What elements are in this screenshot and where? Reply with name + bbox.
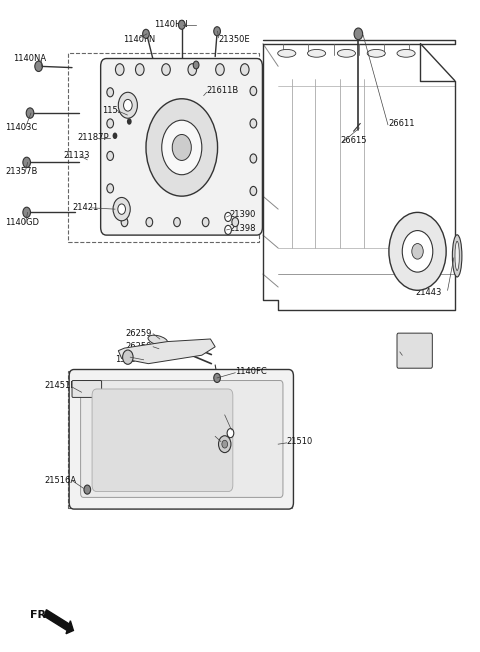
Circle shape <box>202 218 209 227</box>
Circle shape <box>121 218 128 227</box>
Ellipse shape <box>455 241 459 271</box>
Circle shape <box>232 218 239 227</box>
Text: 1140FC: 1140FC <box>235 367 267 376</box>
Ellipse shape <box>397 50 415 57</box>
Circle shape <box>118 204 125 215</box>
Circle shape <box>218 436 231 452</box>
Circle shape <box>214 27 220 36</box>
Circle shape <box>412 244 423 259</box>
Circle shape <box>216 64 224 76</box>
Circle shape <box>193 61 199 69</box>
Bar <box>68 53 259 242</box>
Circle shape <box>116 64 124 76</box>
Text: 21611B: 21611B <box>206 87 239 95</box>
Text: 21513A: 21513A <box>225 409 257 418</box>
Circle shape <box>107 184 114 193</box>
Text: 1152AA: 1152AA <box>102 106 134 115</box>
Text: 21187P: 21187P <box>78 133 109 142</box>
Text: 21350E: 21350E <box>218 35 250 44</box>
FancyBboxPatch shape <box>92 389 233 492</box>
Circle shape <box>122 350 133 364</box>
FancyBboxPatch shape <box>69 370 293 509</box>
Circle shape <box>174 218 180 227</box>
Circle shape <box>107 119 114 128</box>
Text: 21451B: 21451B <box>44 381 76 391</box>
Text: 21510: 21510 <box>287 437 313 446</box>
Circle shape <box>146 218 153 227</box>
Bar <box>68 372 292 508</box>
Text: 21512: 21512 <box>214 432 240 441</box>
Circle shape <box>188 64 197 76</box>
FancyBboxPatch shape <box>81 381 283 497</box>
Polygon shape <box>118 339 215 364</box>
Circle shape <box>113 198 130 221</box>
Ellipse shape <box>308 50 325 57</box>
Circle shape <box>162 120 202 175</box>
FancyArrow shape <box>44 610 73 634</box>
Text: 21133: 21133 <box>63 151 90 160</box>
Ellipse shape <box>337 50 356 57</box>
Text: 26250: 26250 <box>125 342 152 351</box>
Text: 21357B: 21357B <box>5 167 37 176</box>
Circle shape <box>354 28 363 40</box>
Circle shape <box>250 186 257 196</box>
Circle shape <box>118 93 137 118</box>
Ellipse shape <box>148 335 168 346</box>
Text: 1140GD: 1140GD <box>5 218 39 227</box>
Text: 21421: 21421 <box>72 203 98 213</box>
Circle shape <box>107 88 114 97</box>
Text: 1140NA: 1140NA <box>13 54 47 63</box>
Circle shape <box>222 440 228 448</box>
FancyBboxPatch shape <box>397 333 432 368</box>
Circle shape <box>113 132 117 139</box>
Circle shape <box>250 87 257 96</box>
Circle shape <box>84 485 91 494</box>
Circle shape <box>162 64 170 76</box>
Circle shape <box>143 29 149 38</box>
Circle shape <box>225 226 231 235</box>
Circle shape <box>123 99 132 111</box>
FancyBboxPatch shape <box>101 59 263 235</box>
Circle shape <box>172 134 192 160</box>
Circle shape <box>23 207 31 218</box>
Circle shape <box>214 374 220 383</box>
Text: 1140HN: 1140HN <box>154 20 188 29</box>
Circle shape <box>135 64 144 76</box>
Circle shape <box>23 157 31 168</box>
Text: 26259: 26259 <box>125 329 152 338</box>
Circle shape <box>240 64 249 76</box>
Text: 11403C: 11403C <box>5 123 37 132</box>
Text: 21516A: 21516A <box>44 476 76 485</box>
Text: 26615: 26615 <box>340 136 367 145</box>
Circle shape <box>127 118 132 125</box>
Circle shape <box>35 61 42 72</box>
Circle shape <box>107 151 114 160</box>
Text: 21390: 21390 <box>229 210 256 219</box>
Circle shape <box>389 213 446 290</box>
Circle shape <box>225 213 231 222</box>
Text: 21443: 21443 <box>416 288 442 297</box>
Text: 1339BC: 1339BC <box>115 355 148 364</box>
Text: 1140FN: 1140FN <box>123 35 156 44</box>
Ellipse shape <box>452 235 462 277</box>
Circle shape <box>26 108 34 118</box>
Text: FR.: FR. <box>30 610 50 620</box>
Circle shape <box>250 119 257 128</box>
FancyBboxPatch shape <box>72 381 102 398</box>
Ellipse shape <box>367 50 385 57</box>
Circle shape <box>402 231 433 272</box>
Ellipse shape <box>278 50 296 57</box>
Circle shape <box>250 154 257 163</box>
Text: 26611: 26611 <box>388 119 414 128</box>
Circle shape <box>179 20 185 29</box>
Circle shape <box>146 98 217 196</box>
Text: 21398: 21398 <box>229 224 256 233</box>
Circle shape <box>227 428 234 437</box>
